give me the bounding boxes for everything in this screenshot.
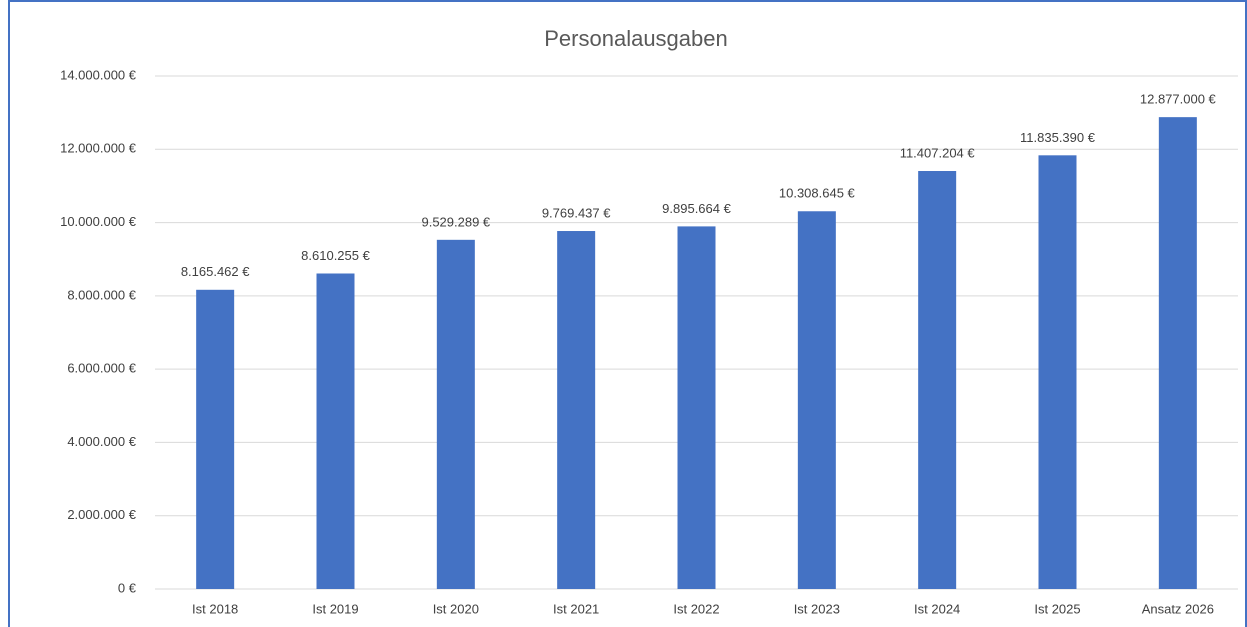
data-label: 11.835.390 € <box>1020 130 1096 145</box>
bar <box>797 211 836 590</box>
data-label: 12.877.000 € <box>1140 92 1217 107</box>
data-label: 8.165.462 € <box>181 264 250 279</box>
x-tick-label: Ist 2018 <box>192 601 238 616</box>
x-tick-label: Ist 2022 <box>673 601 719 616</box>
bar <box>316 273 355 589</box>
y-tick-label: 6.000.000 € <box>67 361 136 376</box>
y-tick-label: 2.000.000 € <box>67 507 136 522</box>
data-label: 10.308.645 € <box>779 186 856 201</box>
x-tick-label: Ist 2023 <box>794 601 840 616</box>
y-tick-label: 4.000.000 € <box>67 434 136 449</box>
y-tick-label: 8.000.000 € <box>67 287 136 302</box>
y-tick-label: 0 € <box>118 580 137 595</box>
data-label: 8.610.255 € <box>301 248 370 263</box>
y-tick-label: 12.000.000 € <box>60 141 137 156</box>
x-tick-label: Ansatz 2026 <box>1142 601 1214 616</box>
bar <box>436 239 475 589</box>
data-label: 9.895.664 € <box>662 201 731 216</box>
x-tick-label: Ist 2021 <box>553 601 599 616</box>
bar <box>1038 155 1077 589</box>
data-label: 11.407.204 € <box>900 145 976 160</box>
x-tick-label: Ist 2024 <box>914 601 960 616</box>
bar <box>677 226 716 589</box>
x-tick-label: Ist 2025 <box>1034 601 1080 616</box>
data-label: 9.769.437 € <box>542 205 611 220</box>
data-label: 9.529.289 € <box>421 214 490 229</box>
bar <box>557 231 596 590</box>
x-tick-label: Ist 2019 <box>312 601 358 616</box>
bar <box>196 289 235 589</box>
y-tick-label: 10.000.000 € <box>60 214 137 229</box>
bar <box>1158 117 1197 589</box>
bar <box>918 171 957 589</box>
x-tick-label: Ist 2020 <box>433 601 479 616</box>
chart-frame <box>8 0 1247 627</box>
chart-title: Personalausgaben <box>544 26 727 51</box>
y-tick-label: 14.000.000 € <box>60 67 137 82</box>
